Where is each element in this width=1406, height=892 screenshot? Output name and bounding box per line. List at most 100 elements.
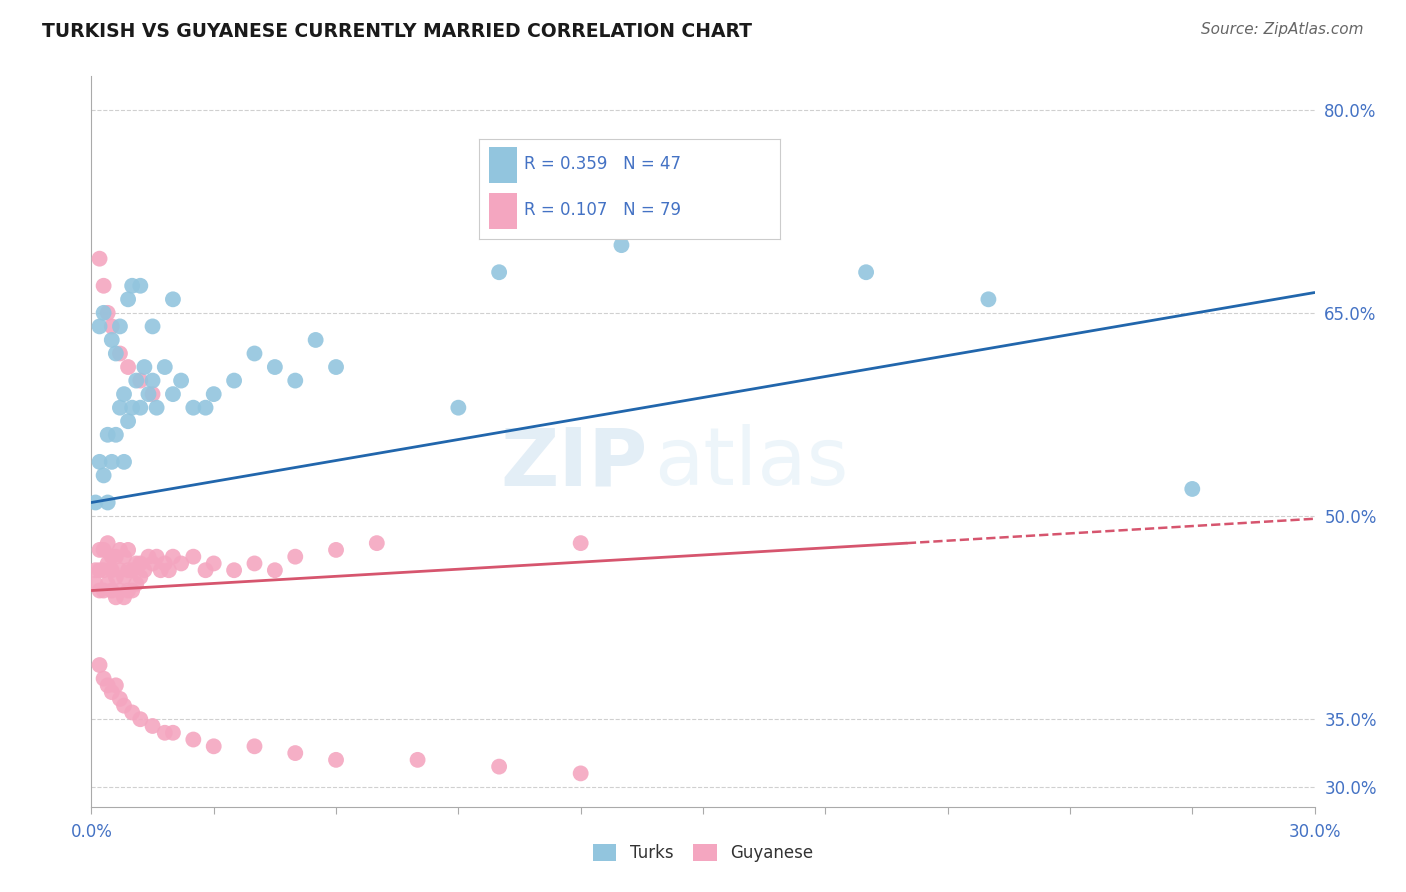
Point: [141, 387, 163, 401]
Point: [104, 570, 127, 584]
Point: [121, 401, 143, 415]
Point: [89, 658, 111, 673]
Point: [121, 583, 143, 598]
Point: [406, 753, 429, 767]
Point: [141, 719, 163, 733]
Point: [202, 739, 225, 754]
Point: [153, 725, 176, 739]
Point: [108, 319, 131, 334]
Legend: Turks, Guyanese: Turks, Guyanese: [586, 837, 820, 869]
Text: R = 0.359   N = 47: R = 0.359 N = 47: [524, 155, 681, 173]
Point: [129, 570, 152, 584]
Point: [157, 563, 180, 577]
Point: [89, 455, 111, 469]
Point: [89, 319, 111, 334]
Point: [117, 563, 139, 577]
Point: [145, 549, 167, 564]
Point: [101, 583, 124, 598]
Point: [138, 549, 160, 564]
Point: [194, 401, 217, 415]
Point: [222, 374, 246, 388]
Text: Source: ZipAtlas.com: Source: ZipAtlas.com: [1201, 22, 1364, 37]
Point: [84, 495, 107, 509]
Point: [977, 293, 1000, 307]
Point: [89, 583, 111, 598]
Point: [243, 346, 266, 360]
Point: [97, 536, 120, 550]
Text: R = 0.107   N = 79: R = 0.107 N = 79: [524, 202, 681, 219]
Point: [162, 293, 184, 307]
Point: [194, 563, 217, 577]
Point: [134, 359, 156, 374]
Point: [97, 678, 120, 692]
Point: [112, 570, 135, 584]
Point: [97, 427, 120, 442]
Point: [97, 576, 120, 591]
Point: [488, 759, 510, 773]
Point: [162, 387, 184, 401]
Point: [89, 563, 111, 577]
Point: [366, 536, 388, 550]
Point: [101, 319, 124, 334]
Point: [93, 583, 115, 598]
Point: [569, 536, 592, 550]
Point: [129, 278, 152, 293]
Point: [97, 495, 120, 509]
Point: [104, 549, 127, 564]
Point: [134, 563, 156, 577]
Point: [108, 346, 131, 360]
Point: [97, 557, 120, 571]
Point: [117, 293, 139, 307]
Point: [1181, 482, 1204, 496]
Point: [149, 563, 172, 577]
Point: [101, 333, 124, 347]
Point: [104, 678, 127, 692]
Point: [129, 401, 152, 415]
Point: [104, 427, 127, 442]
Point: [284, 549, 307, 564]
Point: [569, 766, 592, 780]
Point: [264, 359, 287, 374]
Point: [141, 319, 163, 334]
Point: [170, 374, 193, 388]
Point: [284, 746, 307, 760]
Point: [101, 685, 124, 699]
Point: [108, 401, 131, 415]
Point: [162, 725, 184, 739]
Point: [104, 591, 127, 605]
Point: [304, 333, 326, 347]
Point: [129, 557, 152, 571]
Point: [129, 374, 152, 388]
Point: [243, 557, 266, 571]
Point: [145, 401, 167, 415]
Text: ZIP: ZIP: [501, 425, 648, 502]
Point: [112, 591, 135, 605]
Point: [84, 576, 107, 591]
Point: [89, 542, 111, 557]
Point: [97, 306, 120, 320]
FancyBboxPatch shape: [489, 193, 516, 228]
Point: [153, 557, 176, 571]
Point: [141, 557, 163, 571]
Point: [610, 238, 633, 252]
Point: [101, 549, 124, 564]
Point: [183, 401, 205, 415]
Point: [117, 542, 139, 557]
Point: [117, 414, 139, 428]
Point: [138, 387, 160, 401]
Point: [325, 753, 347, 767]
Point: [129, 712, 152, 726]
Point: [93, 563, 115, 577]
Point: [112, 549, 135, 564]
Point: [93, 542, 115, 557]
Point: [488, 265, 510, 279]
Point: [325, 359, 347, 374]
Point: [121, 278, 143, 293]
Point: [121, 563, 143, 577]
Point: [243, 739, 266, 754]
Point: [855, 265, 877, 279]
Point: [125, 557, 148, 571]
Point: [141, 374, 163, 388]
Point: [202, 557, 225, 571]
Point: [117, 359, 139, 374]
